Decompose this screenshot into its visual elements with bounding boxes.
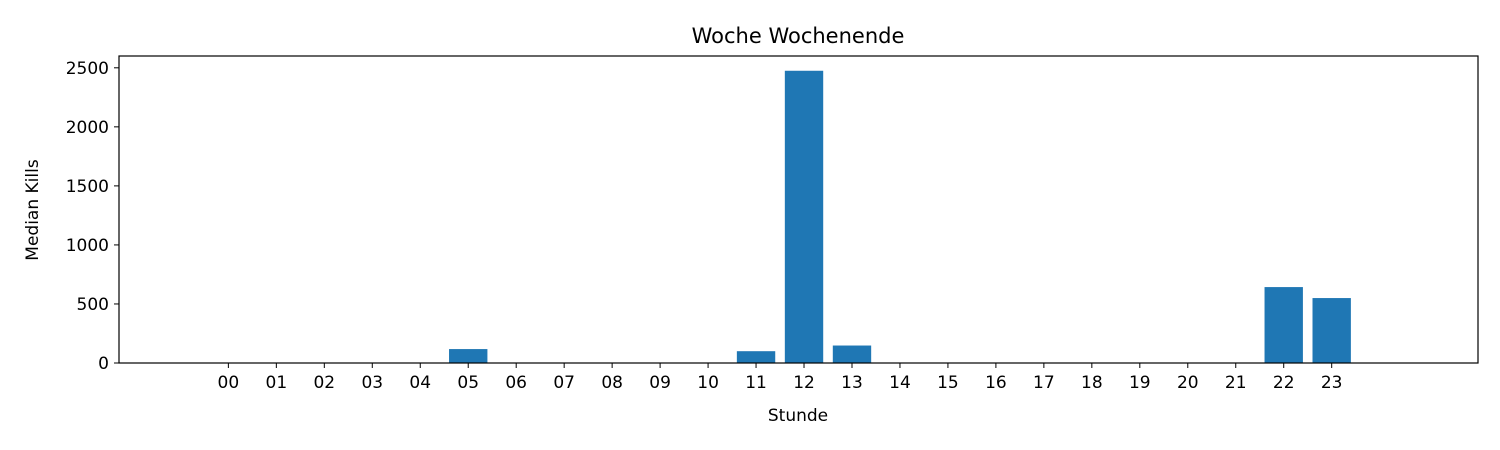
x-tick-label: 11 — [745, 373, 767, 393]
x-tick-label: 07 — [553, 373, 575, 393]
x-tick-label: 04 — [409, 373, 431, 393]
plot-frame — [118, 55, 1479, 364]
x-tick-label: 02 — [313, 373, 335, 393]
x-tick-label: 01 — [266, 373, 288, 393]
bar-23 — [1312, 298, 1351, 363]
x-tick-label: 16 — [985, 373, 1007, 393]
chart-title: Woche Wochenende — [692, 24, 905, 48]
y-tick-label: 500 — [77, 295, 109, 315]
x-tick-label: 19 — [1129, 373, 1151, 393]
x-tick-label: 20 — [1177, 373, 1199, 393]
x-tick-label: 13 — [841, 373, 863, 393]
y-tick-label: 1000 — [66, 236, 109, 256]
bar-05 — [449, 349, 488, 363]
y-tick-label: 2500 — [66, 59, 109, 79]
y-tick-label: 0 — [98, 354, 109, 374]
y-axis-ticks: 0 500 1000 1500 2000 2500 — [66, 59, 119, 374]
y-axis-label: Median Kills — [23, 159, 43, 261]
x-tick-label: 08 — [601, 373, 623, 393]
bar-12 — [784, 70, 824, 363]
x-tick-label: 05 — [457, 373, 479, 393]
x-tick-label: 06 — [505, 373, 527, 393]
bar-13 — [832, 345, 872, 363]
y-tick-label: 2000 — [66, 118, 109, 138]
x-tick-label: 10 — [697, 373, 719, 393]
x-tick-label: 14 — [889, 373, 911, 393]
x-tick-label: 03 — [361, 373, 383, 393]
y-tick-label: 1500 — [66, 177, 109, 197]
x-tick-label: 18 — [1081, 373, 1103, 393]
x-tick-label: 17 — [1033, 373, 1055, 393]
bar-22 — [1264, 287, 1303, 363]
x-axis-ticks: 00 01 02 03 04 05 06 07 08 09 10 11 12 13 14 15 16 17 18 19… — [218, 363, 1343, 393]
x-tick-label: 12 — [793, 373, 815, 393]
x-tick-label: 21 — [1225, 373, 1247, 393]
x-tick-label: 15 — [937, 373, 959, 393]
x-tick-label: 23 — [1321, 373, 1343, 393]
x-tick-label: 09 — [649, 373, 671, 393]
bar-11 — [736, 351, 776, 363]
x-tick-label: 00 — [218, 373, 240, 393]
x-tick-label: 22 — [1273, 373, 1295, 393]
x-axis-label: Stunde — [768, 406, 828, 426]
bars-group — [449, 70, 1351, 363]
